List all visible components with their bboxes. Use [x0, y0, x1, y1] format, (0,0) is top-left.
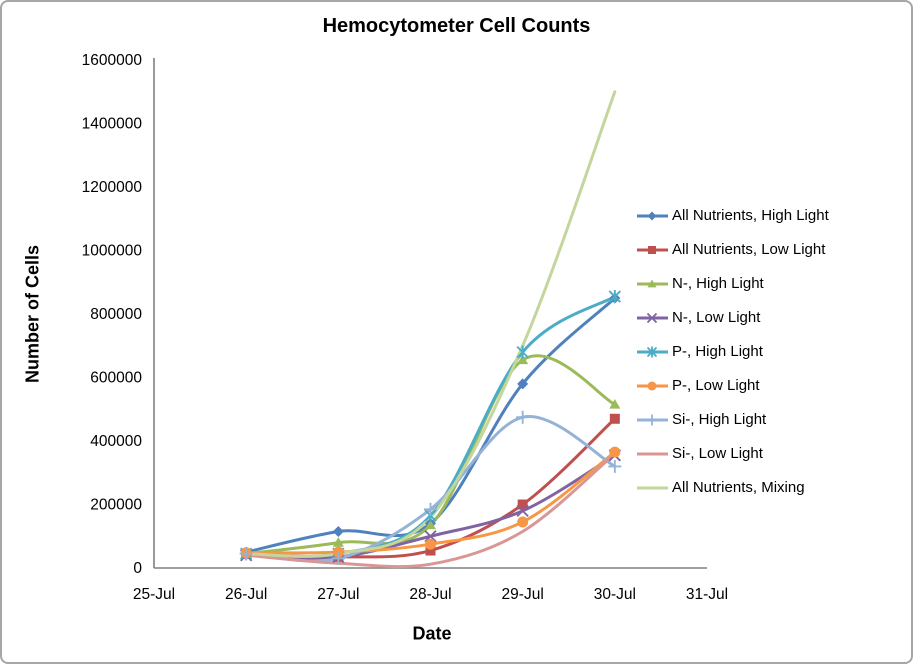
svg-text:29-Jul: 29-Jul — [502, 586, 544, 603]
svg-text:200000: 200000 — [90, 497, 142, 514]
svg-text:400000: 400000 — [90, 433, 142, 450]
legend-item: N-, High Light — [636, 272, 829, 294]
svg-text:0: 0 — [133, 560, 142, 577]
legend-marker-icon — [637, 486, 668, 489]
svg-text:26-Jul: 26-Jul — [225, 586, 267, 603]
legend-item-label: P-, Low Light — [672, 376, 760, 394]
svg-text:25-Jul: 25-Jul — [133, 586, 175, 603]
legend-item: All Nutrients, Mixing — [636, 476, 829, 498]
legend-marker-icon — [637, 414, 668, 425]
svg-text:1400000: 1400000 — [82, 116, 143, 133]
legend-item-label: N-, High Light — [672, 274, 764, 292]
svg-text:28-Jul: 28-Jul — [409, 586, 451, 603]
legend-item: All Nutrients, High Light — [636, 204, 829, 226]
legend-marker-icon — [637, 346, 668, 357]
svg-text:27-Jul: 27-Jul — [317, 586, 359, 603]
legend-item-label: All Nutrients, Low Light — [672, 240, 826, 258]
legend-item-label: All Nutrients, Mixing — [672, 478, 805, 496]
legend-item: P-, High Light — [636, 340, 829, 362]
svg-text:800000: 800000 — [90, 306, 142, 323]
legend-item: N-, Low Light — [636, 306, 829, 328]
legend-marker-icon — [637, 279, 668, 287]
legend-item: Si-, Low Light — [636, 442, 829, 464]
legend-item: All Nutrients, Low Light — [636, 238, 829, 260]
svg-text:1200000: 1200000 — [82, 179, 143, 196]
chart-title: Hemocytometer Cell Counts — [322, 15, 591, 37]
legend-item-label: P-, High Light — [672, 342, 763, 360]
legend-item-label: All Nutrients, High Light — [672, 206, 829, 224]
legend: All Nutrients, High Light All Nutrients,… — [636, 204, 829, 510]
legend-item-label: Si-, Low Light — [672, 444, 763, 462]
x-axis-title: Date — [412, 623, 452, 644]
legend-marker-icon — [637, 452, 668, 455]
legend-marker-icon — [637, 312, 668, 323]
legend-item: P-, Low Light — [636, 374, 829, 396]
legend-marker-icon — [637, 211, 668, 220]
svg-text:1000000: 1000000 — [82, 243, 143, 260]
legend-item-label: Si-, High Light — [672, 410, 767, 428]
svg-text:31-Jul: 31-Jul — [686, 586, 728, 603]
svg-text:600000: 600000 — [90, 370, 142, 387]
svg-text:30-Jul: 30-Jul — [594, 586, 636, 603]
legend-item-label: N-, Low Light — [672, 308, 761, 326]
legend-marker-icon — [637, 245, 668, 254]
legend-marker-icon — [637, 381, 668, 390]
legend-item: Si-, High Light — [636, 408, 829, 430]
svg-text:1600000: 1600000 — [82, 52, 143, 69]
